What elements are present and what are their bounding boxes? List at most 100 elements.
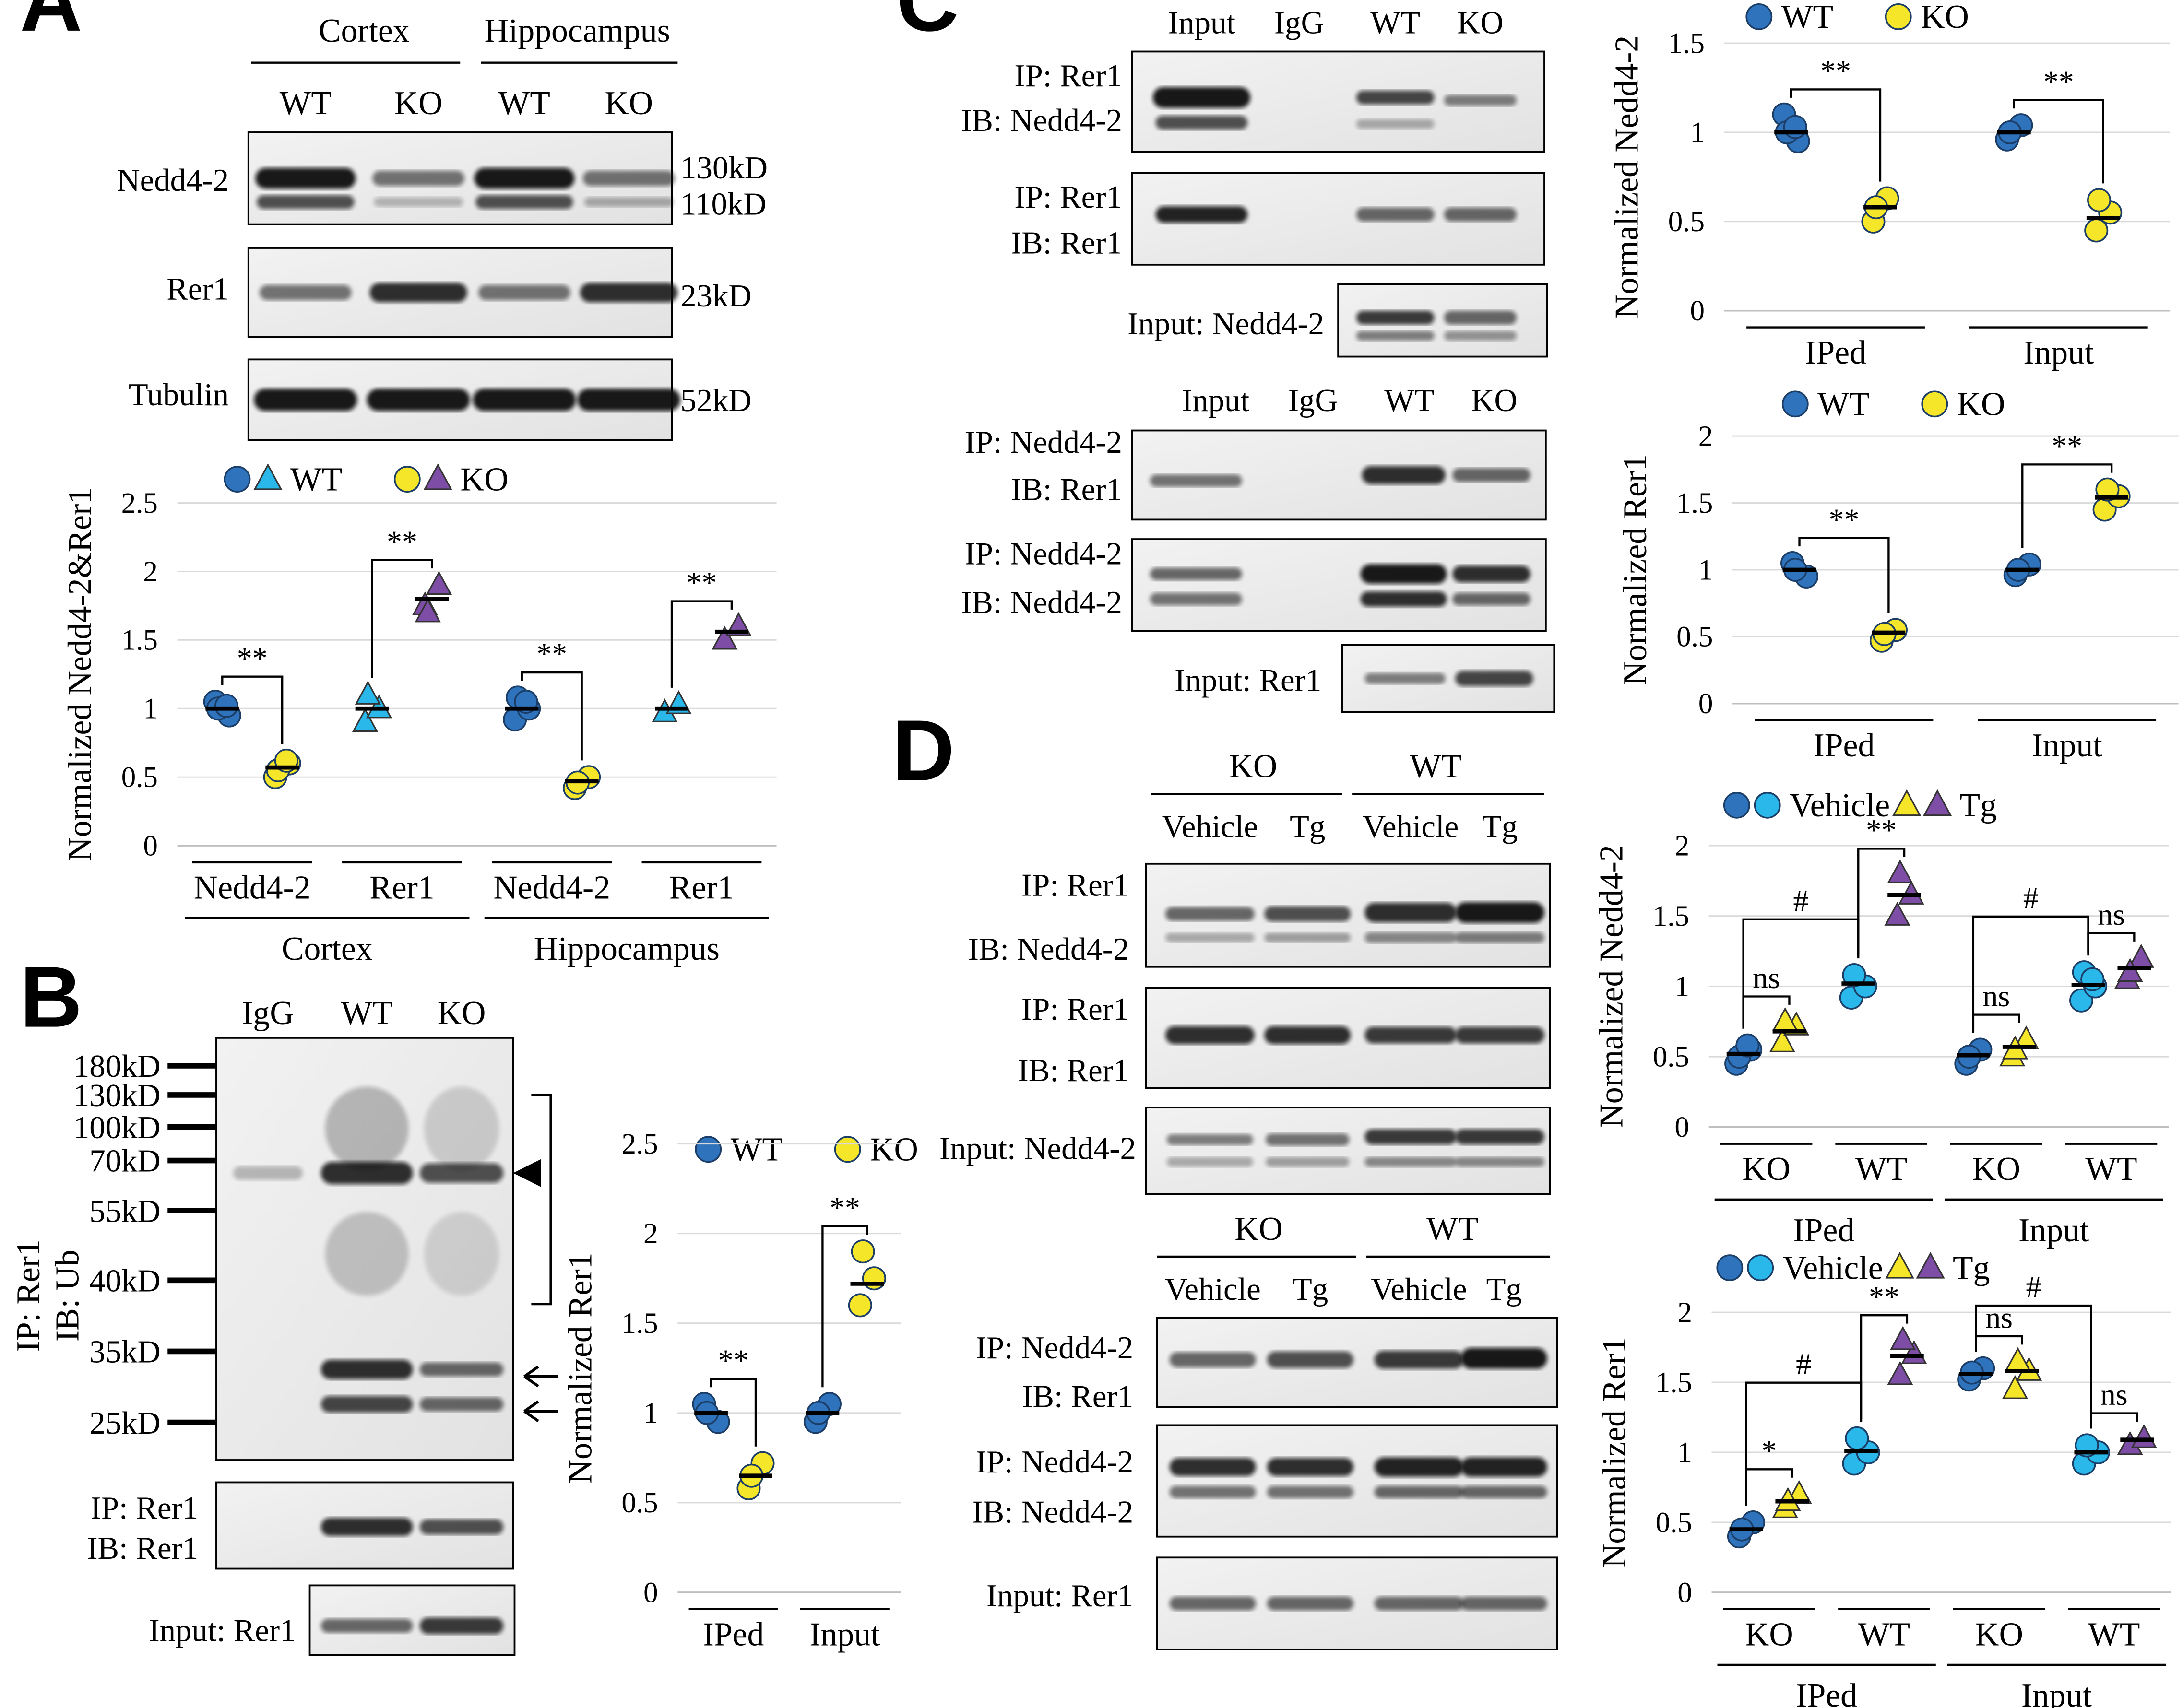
legend-label: KO — [460, 461, 509, 498]
lane-header: Input — [1182, 383, 1249, 418]
significance-mark: ** — [687, 565, 717, 600]
blot-band — [1356, 90, 1435, 105]
blot-band — [1452, 468, 1530, 482]
y-axis-label: Normalized Rer1 — [1596, 1337, 1633, 1568]
data-point-circle — [2080, 967, 2105, 991]
group-header: WT — [1426, 1211, 1478, 1248]
blot-band — [1460, 1348, 1547, 1369]
blot-band — [1460, 1457, 1547, 1477]
blot-band — [1267, 1596, 1354, 1611]
significance-bracket — [1860, 1314, 1909, 1422]
y-tick-label: 2 — [1677, 1296, 1692, 1329]
data-point-circle — [848, 1293, 872, 1318]
region-header: Cortex — [319, 12, 410, 49]
x-group-label: KO — [1745, 1616, 1793, 1653]
mw-label: 52kD — [680, 383, 751, 418]
chart-B: 0 0.5 1 1.5 2 2.5 Normalized Rer1 ** IPed ** Input — [562, 1128, 901, 1653]
y-tick-label: 2.5 — [121, 487, 158, 519]
between-mark: # — [2026, 1270, 2041, 1304]
significance-mark: ** — [830, 1190, 860, 1225]
significance-bracket — [521, 671, 583, 761]
arrowhead-icon — [513, 1159, 541, 1187]
y-tick-label: 1 — [1675, 971, 1690, 1003]
blot-band — [325, 1212, 409, 1296]
blot-band — [1165, 907, 1255, 921]
significance-mark: ** — [1829, 502, 1860, 536]
blot-band — [474, 168, 575, 189]
y-tick-label: 1.5 — [121, 624, 158, 657]
blot-band — [419, 1362, 504, 1377]
blot-band — [320, 1162, 413, 1184]
blot-d-input-rer1 — [1156, 1556, 1558, 1650]
lane-header: WT — [1384, 383, 1434, 418]
side-label: IP: Rer1 — [10, 1239, 47, 1352]
mw-label: 23kD — [680, 278, 751, 314]
blot-label: IB: Nedd4-2 — [961, 585, 1122, 620]
chart-C2: 0 0.5 1 1.5 2 Normalized Rer1 ** IPed ** Input — [1617, 420, 2179, 764]
blot-band — [1356, 207, 1435, 222]
blot-band — [259, 284, 352, 300]
legend-label: KO — [1957, 386, 2005, 423]
blot-label: Input: Nedd4-2 — [939, 1131, 1136, 1166]
legend-label: Vehicle — [1783, 1249, 1883, 1286]
legend-label: Tg — [1953, 1249, 1990, 1286]
lane-header: Tg — [1486, 1272, 1522, 1307]
mw-marker-label: 130kD — [73, 1078, 161, 1113]
blot-band — [1364, 1129, 1457, 1145]
data-point-triangle — [2002, 1375, 2029, 1399]
lane-header: KO — [1457, 5, 1503, 41]
blot-frame — [1131, 538, 1547, 632]
data-point-circle — [1745, 3, 1773, 30]
region-header: Hippocampus — [485, 12, 670, 49]
data-point-triangle — [2005, 1347, 2031, 1371]
panel-label-D: D — [892, 703, 955, 799]
blot-band — [1362, 466, 1446, 484]
blot-label: IB: Nedd4-2 — [972, 1495, 1133, 1530]
blot-label: IP: Rer1 — [1021, 868, 1129, 903]
blot-label: IP: Rer1 — [1014, 179, 1122, 215]
blot-band — [1460, 1596, 1547, 1611]
blot-band — [1455, 902, 1544, 923]
significance-mark: ** — [1820, 54, 1851, 88]
blot-band — [1155, 206, 1248, 223]
group-header: KO — [1234, 1211, 1283, 1248]
significance-bracket — [1975, 1335, 2023, 1352]
group-header: KO — [1229, 748, 1278, 785]
lane-header: Vehicle — [1162, 809, 1258, 845]
blot-band — [1150, 592, 1242, 606]
data-point-triangle — [352, 708, 379, 732]
blot-band — [1150, 567, 1242, 580]
outer-group-label: Input — [2021, 1677, 2092, 1708]
y-axis-label: Normalized Rer1 — [1617, 454, 1654, 685]
y-tick-label: 1.5 — [1676, 487, 1713, 519]
arrow-icon — [523, 1366, 558, 1388]
blot-band — [320, 1359, 413, 1379]
blot-band — [1364, 1026, 1457, 1044]
lane-header: WT — [341, 995, 392, 1032]
blot-band — [374, 197, 463, 207]
data-point-circle — [224, 466, 251, 493]
x-group-label: KO — [1742, 1151, 1791, 1188]
significance-mark: ** — [1866, 813, 1897, 847]
blot-band — [580, 283, 678, 303]
blot-band — [1455, 1157, 1544, 1167]
legend-label: WT — [290, 461, 342, 498]
group-header: WT — [1410, 748, 1461, 785]
y-tick-label: 0.5 — [1676, 621, 1713, 653]
lane-header: Vehicle — [1371, 1272, 1467, 1307]
blot-band — [1360, 564, 1447, 584]
blot-label: IB: Nedd4-2 — [968, 931, 1129, 967]
x-group-label: WT — [2085, 1151, 2137, 1188]
blot-label: IB: Nedd4-2 — [961, 103, 1122, 138]
data-point-triangle — [1916, 1252, 1945, 1279]
y-tick-label: 0.5 — [1668, 206, 1705, 238]
blot-d-ip-nedd-ib-nedd — [1156, 1424, 1558, 1538]
y-tick-label: 0.5 — [621, 1487, 658, 1519]
x-group-label: IPed — [1814, 727, 1875, 764]
blot-band — [419, 1519, 504, 1535]
blot-band — [1360, 591, 1447, 607]
blot-band — [1455, 671, 1533, 686]
blot-nedd4-2 — [247, 131, 675, 225]
y-tick-label: 1 — [643, 1397, 658, 1429]
